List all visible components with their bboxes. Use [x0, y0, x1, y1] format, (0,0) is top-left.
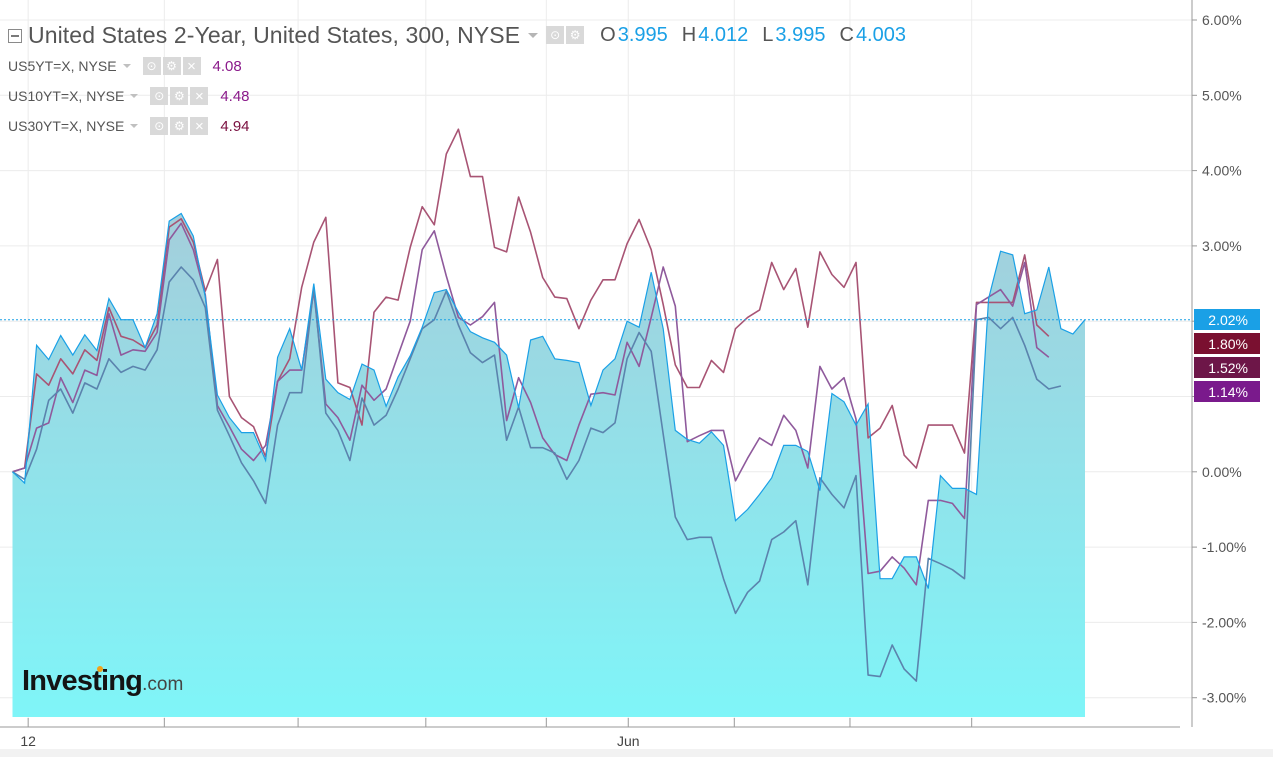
series-line-us10yt-x: [12, 222, 1050, 586]
close-icon[interactable]: ×: [182, 57, 201, 75]
legend-row-us30yt: US30YT=X, NYSE ⊙ ⚙ × 4.94: [8, 115, 250, 137]
open-key: O: [600, 23, 616, 46]
x-tick-label: 12: [20, 733, 36, 749]
dropdown-caret-icon[interactable]: [122, 64, 131, 68]
close-key: C: [839, 23, 854, 46]
visibility-icon[interactable]: ⊙: [150, 87, 169, 105]
bottom-scrollbar-track: [0, 749, 1273, 757]
visibility-icon[interactable]: ⊙: [142, 57, 161, 75]
dropdown-caret-icon[interactable]: [130, 124, 139, 128]
settings-icon[interactable]: ⚙: [162, 57, 181, 75]
area-fill: [12, 213, 1085, 717]
area-2y-fill: [12, 213, 1085, 717]
y-tick-label: -3.00%: [1202, 690, 1246, 706]
high-key: H: [681, 23, 697, 46]
series-line-us-2-year: [12, 212, 1086, 589]
settings-icon[interactable]: ⚙: [566, 26, 585, 44]
settings-icon[interactable]: ⚙: [170, 117, 189, 135]
series-value: 4.08: [212, 57, 242, 75]
close-value: 4.003: [855, 23, 906, 46]
price-label-text: 1.14%: [1208, 384, 1248, 400]
price-label-box: [1194, 381, 1260, 402]
low-key: L: [762, 23, 774, 46]
price-label-text: 2.02%: [1208, 312, 1248, 328]
open-value: 3.995: [617, 23, 668, 46]
dropdown-caret-icon[interactable]: [130, 94, 139, 98]
series-line-us30yt-x: [12, 128, 1050, 473]
low-value: 3.995: [775, 23, 826, 46]
series-name: US30YT=X, NYSE: [8, 118, 125, 134]
close-icon[interactable]: ×: [190, 87, 209, 105]
series-lines: [0, 128, 1192, 682]
main-legend: United States 2-Year, United States, 300…: [8, 20, 920, 50]
series-name: US5YT=X, NYSE: [8, 58, 117, 74]
chart-title: United States 2-Year, United States, 300…: [28, 21, 521, 48]
visibility-icon[interactable]: ⊙: [150, 117, 169, 135]
y-tick-label: -2.00%: [1202, 614, 1246, 630]
series-value: 4.48: [220, 87, 250, 105]
price-label-box: [1194, 333, 1260, 354]
price-label-box: [1194, 309, 1260, 330]
ohlc-readout: O 3.995 H 4.012 L 3.995 C 4.003: [600, 24, 920, 47]
price-labels: 2.02% 1.80% 1.52% 1.14%: [1194, 309, 1260, 402]
y-tick-label: 3.00%: [1202, 238, 1242, 254]
investing-logo: Investing.com: [22, 665, 183, 698]
high-value: 4.012: [698, 23, 749, 46]
y-tick-label: 4.00%: [1202, 163, 1242, 179]
logo-suffix: .com: [142, 674, 184, 695]
price-label-text: 1.80%: [1208, 336, 1248, 352]
logo-dot-icon: [97, 666, 103, 672]
legend-row-us5yt: US5YT=X, NYSE ⊙ ⚙ × 4.08: [8, 55, 242, 77]
series-name: US10YT=X, NYSE: [8, 88, 125, 104]
close-icon[interactable]: ×: [190, 117, 209, 135]
price-label-text: 1.52%: [1208, 360, 1248, 376]
series-line-us5yt-x: [12, 266, 1062, 682]
collapse-toggle-icon[interactable]: [8, 29, 22, 43]
y-tick-label: 5.00%: [1202, 87, 1242, 103]
series-value: 4.94: [220, 117, 250, 135]
y-tick-label: -1.00%: [1202, 539, 1246, 555]
dropdown-caret-icon[interactable]: [528, 32, 539, 38]
legend-row-us10yt: US10YT=X, NYSE ⊙ ⚙ × 4.48: [8, 85, 250, 107]
logo-text: Investing: [22, 665, 143, 697]
visibility-icon[interactable]: ⊙: [546, 26, 565, 44]
y-tick-label: 0.00%: [1202, 464, 1242, 480]
settings-icon[interactable]: ⚙: [170, 87, 189, 105]
x-tick-label: Jun: [617, 733, 640, 749]
price-label-box: [1194, 357, 1260, 378]
y-tick-label: 6.00%: [1202, 12, 1242, 28]
